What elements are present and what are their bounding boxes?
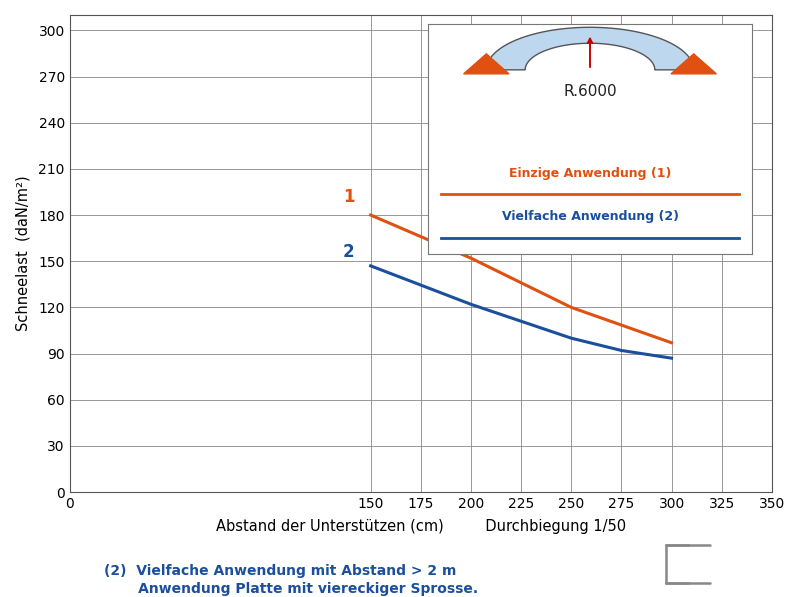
Text: (2)  Vielfache Anwendung mit Abstand > 2 m: (2) Vielfache Anwendung mit Abstand > 2 … [104, 564, 456, 578]
X-axis label: Abstand der Unterstützen (cm)         Durchbiegung 1/50: Abstand der Unterstützen (cm) Durchbiegu… [216, 519, 626, 534]
Text: 2: 2 [343, 243, 354, 261]
Polygon shape [671, 54, 716, 74]
Text: 1: 1 [343, 188, 354, 206]
Text: Vielfache Anwendung (2): Vielfache Anwendung (2) [502, 211, 678, 223]
Y-axis label: Schneelast  (daN/m²): Schneelast (daN/m²) [15, 176, 30, 331]
Text: R.6000: R.6000 [563, 84, 617, 99]
Polygon shape [486, 27, 694, 70]
Text: Einzige Anwendung (1): Einzige Anwendung (1) [509, 167, 671, 180]
Text: Anwendung Platte mit viereckiger Sprosse.: Anwendung Platte mit viereckiger Sprosse… [104, 582, 478, 596]
Polygon shape [464, 54, 509, 74]
